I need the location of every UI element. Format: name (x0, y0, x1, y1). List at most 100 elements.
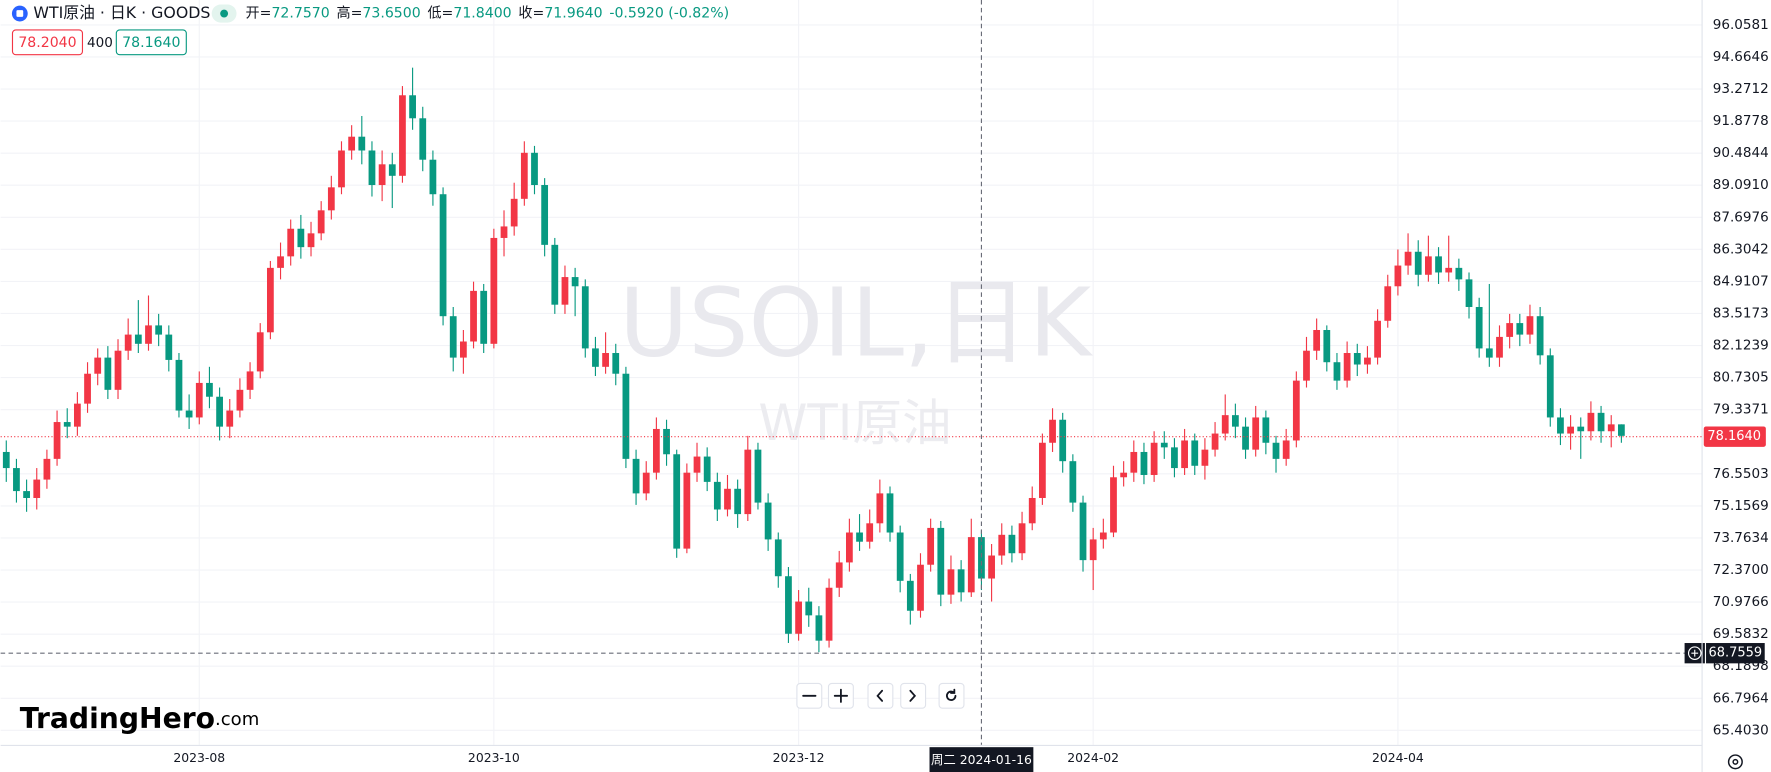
zoom-in-button[interactable] (827, 682, 854, 709)
candle-body (713, 481, 721, 510)
candle-body (1455, 267, 1463, 280)
candle-body (63, 422, 71, 427)
candle-body (266, 267, 274, 333)
candle-body (1130, 451, 1138, 473)
candle-body (1557, 417, 1564, 434)
candle-body (490, 237, 498, 344)
candle-body (2, 451, 10, 469)
y-tick-label: 75.1569 (1713, 498, 1769, 514)
y-tick-label: 87.6976 (1713, 209, 1769, 225)
candle-body (1607, 424, 1615, 432)
candle-body (155, 325, 163, 335)
grid (0, 0, 1702, 745)
x-tick-label: 2023-08 (173, 750, 225, 765)
candle-body (805, 601, 813, 616)
zoom-out-button[interactable] (796, 682, 823, 709)
candle-body (419, 118, 427, 160)
candle-body (663, 428, 670, 455)
candle-body (541, 185, 549, 245)
settings-button[interactable] (1727, 754, 1743, 770)
candle-body (1089, 539, 1097, 561)
bid: 78.2040 (18, 35, 76, 51)
candle-body (683, 472, 691, 549)
candle-body (652, 428, 660, 473)
candle-body (1475, 306, 1483, 349)
candle-body (673, 454, 681, 549)
candle-body (1221, 415, 1229, 434)
candle-body (368, 150, 376, 186)
symbol[interactable]: WTI原油 · 日K · GOODS (33, 3, 210, 22)
spread: 400 (87, 35, 113, 51)
candle-body (1384, 286, 1392, 321)
candle-body (1272, 442, 1280, 459)
candle-body (520, 152, 528, 199)
candle-body (1282, 440, 1290, 459)
candle-body (622, 373, 630, 459)
candle-body (1394, 265, 1402, 287)
candle-body (1313, 329, 1321, 351)
candle-body (774, 539, 782, 577)
candle-body (185, 410, 193, 418)
y-tick-label: 80.7305 (1713, 370, 1769, 386)
y-tick-label: 83.5173 (1713, 305, 1769, 321)
candle-body (1181, 440, 1188, 469)
ohlc-value: 71.9640 (544, 6, 602, 22)
bid-box[interactable] (11, 29, 84, 56)
candle-body (1150, 442, 1158, 475)
y-tick-label: 96.0581 (1713, 17, 1769, 33)
candle-body (348, 136, 356, 151)
ask-box[interactable] (115, 29, 187, 56)
candle-body (866, 523, 874, 542)
candle-body (1079, 502, 1087, 561)
crosshair-y-label: 68.7559 (1709, 646, 1763, 661)
logo-suffix: .com (215, 709, 259, 730)
candle-body (94, 357, 102, 374)
candle-body (114, 350, 122, 390)
candle-body (429, 159, 437, 195)
candle-body (917, 564, 924, 611)
candle-body (845, 532, 853, 563)
candle-body (1262, 417, 1270, 443)
candle-body (1110, 477, 1117, 533)
candle-body (1597, 412, 1605, 432)
candle-body (592, 348, 599, 367)
candle-body (124, 334, 132, 351)
y-tick-label: 84.9107 (1713, 273, 1769, 289)
logo-name: TradingHero (20, 702, 215, 735)
candle-body (327, 187, 335, 211)
x-tick-label: 2024-02 (1067, 750, 1119, 765)
candle-body (1191, 440, 1199, 466)
crosshair-x-label: 周二 2024-01-16 (931, 752, 1032, 767)
y-tick-label: 94.6646 (1713, 49, 1769, 65)
candle-body (277, 256, 284, 268)
y-tick-label: 66.7964 (1713, 690, 1769, 706)
candle-body (206, 382, 213, 397)
candle-body (1445, 267, 1453, 273)
candle-body (1171, 447, 1178, 469)
symbol-icon-inner (16, 10, 24, 17)
watermark-subtitle: WTI原油 (758, 394, 951, 452)
scroll-left-button[interactable] (867, 682, 894, 709)
y-tick-label: 93.2712 (1713, 81, 1769, 97)
candle-body (1506, 323, 1514, 337)
candle-body (896, 532, 904, 581)
x-tick-label: 2024-04 (1372, 750, 1424, 765)
candle-body (165, 334, 173, 360)
candle-body (43, 458, 51, 480)
reset-button[interactable] (938, 682, 965, 709)
candle-body (317, 210, 325, 234)
candle-body (1577, 426, 1585, 432)
y-tick-label: 68.1898 (1713, 658, 1769, 674)
candle-body (764, 502, 772, 540)
scroll-right-button[interactable] (900, 682, 927, 709)
logo: TradingHero.com (20, 702, 259, 735)
ohlc-value: 71.8400 (453, 6, 511, 22)
candle-body (358, 136, 366, 151)
watermark-title: USOIL,日K (619, 268, 1094, 378)
candle-body (195, 382, 203, 418)
candle-body (53, 422, 61, 459)
candle-body (1008, 534, 1016, 554)
candle-body (947, 569, 955, 595)
candle-body (1252, 417, 1260, 450)
candle-body (1617, 424, 1625, 436)
